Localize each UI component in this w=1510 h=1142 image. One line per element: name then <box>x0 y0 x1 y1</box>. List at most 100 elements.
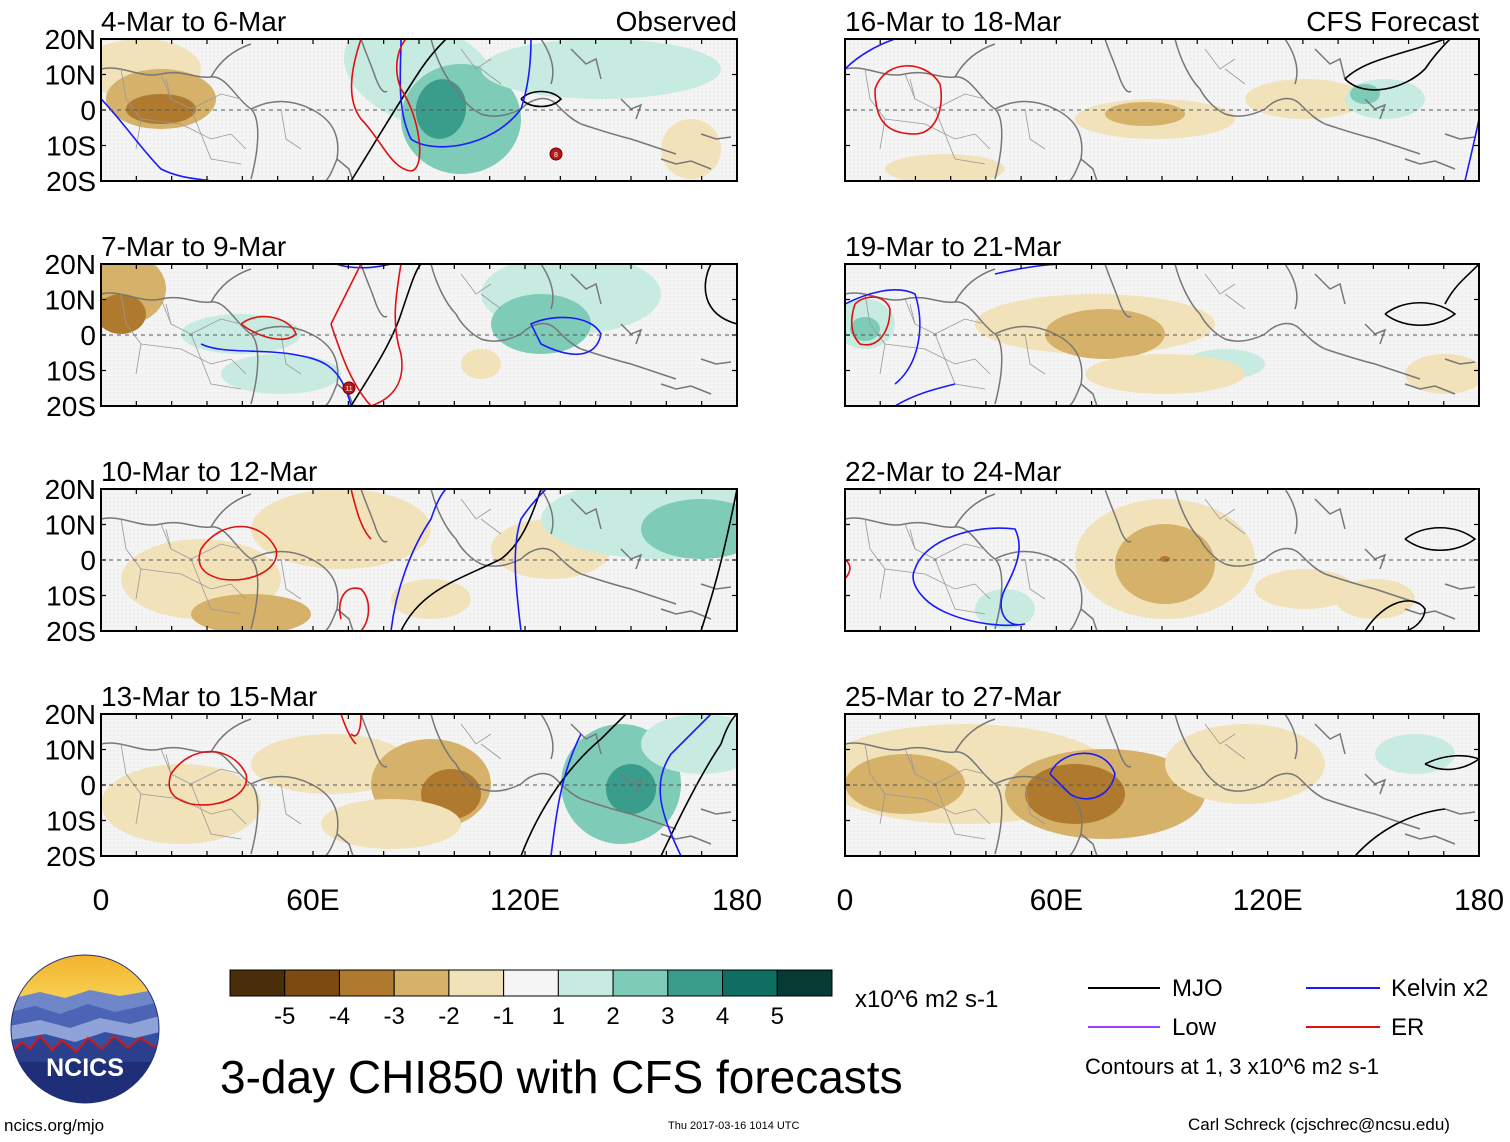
colorbar-swatch <box>393 969 450 997</box>
frame-ticks <box>844 713 1480 857</box>
lon-tick-label: 120E <box>1233 884 1303 917</box>
wave-contours <box>845 527 1477 631</box>
anomaly-shading <box>101 264 737 406</box>
colorbar-units: x10^6 m2 s-1 <box>855 986 999 1013</box>
colorbar-swatch <box>557 969 614 997</box>
coastlines <box>845 714 1476 856</box>
footer-source-link[interactable]: ncics.org/mjo <box>4 1116 105 1135</box>
lat-tick-label: 10N <box>45 735 96 766</box>
observed-label: Observed <box>616 6 737 37</box>
country-borders <box>120 723 502 840</box>
lon-tick-label: 60E <box>1030 884 1083 917</box>
panel-date-label: 16-Mar to 18-Mar <box>845 6 1061 37</box>
map-panel-R1: 19-Mar to 21-Mar <box>844 231 1480 407</box>
anomaly-shading <box>845 714 1479 856</box>
footer-timestamp: Thu 2017-03-16 1014 UTC <box>668 1120 800 1132</box>
storm-marker: 8 <box>549 147 563 161</box>
coastlines <box>101 264 732 406</box>
anomaly-shading <box>845 264 1479 406</box>
colorbar-tick-label: -3 <box>384 1003 405 1030</box>
panel-date-label: 4-Mar to 6-Mar <box>101 6 286 37</box>
frame-ticks <box>100 38 738 182</box>
colorbar-tick-label: -1 <box>493 1003 514 1030</box>
anomaly-shading <box>101 489 737 631</box>
frame-ticks <box>100 713 738 857</box>
legend-kelvin-label: Kelvin x2 <box>1391 975 1489 1002</box>
colorbar-swatch <box>776 969 833 997</box>
map-panel-R2: 22-Mar to 24-Mar <box>844 456 1480 632</box>
lat-tick-label: 0 <box>80 95 96 126</box>
legend-er-label: ER <box>1391 1014 1425 1041</box>
lat-tick-label: 0 <box>80 770 96 801</box>
map-panel-L1: 11 7-Mar to 9-Mar <box>100 231 738 407</box>
lat-tick-label: 20N <box>45 474 96 505</box>
panel-date-label: 10-Mar to 12-Mar <box>101 456 317 487</box>
coastlines <box>845 39 1476 181</box>
coastlines <box>101 489 732 631</box>
storm-marker: 11 <box>342 381 356 395</box>
colorbar-swatch <box>284 969 340 997</box>
frame-ticks <box>100 488 738 632</box>
lat-tick-label: 20S <box>46 166 96 197</box>
panel-date-label: 22-Mar to 24-Mar <box>845 456 1061 487</box>
storm-marker-label: 8 <box>554 152 558 159</box>
coastlines <box>845 489 1476 631</box>
legend-lines <box>1088 987 1380 1028</box>
coastlines <box>101 714 732 856</box>
country-borders <box>120 498 502 615</box>
lat-tick-label: 10N <box>45 285 96 316</box>
colorbar: -5 -4 -3 -2 -1 1 2 3 4 5 <box>229 969 833 1030</box>
country-borders <box>864 723 1246 840</box>
lat-tick-label: 10S <box>46 806 96 837</box>
frame-ticks <box>844 488 1480 632</box>
map-panel-L0: 8 4-Mar to 6-Mar Observed <box>100 6 738 182</box>
coastlines <box>101 39 732 181</box>
logo-text: NCICS <box>46 1054 124 1082</box>
anomaly-shading <box>845 39 1479 181</box>
colorbar-swatch <box>448 969 505 997</box>
map-panel-L3: 13-Mar to 15-Mar <box>100 681 738 857</box>
panel-date-label: 19-Mar to 21-Mar <box>845 231 1061 262</box>
lat-tick-label: 20N <box>45 24 96 55</box>
lat-tick-label: 20N <box>45 699 96 730</box>
lon-tick-label: 180 <box>712 884 762 917</box>
wave-contours <box>168 714 737 856</box>
wave-contours <box>200 264 737 406</box>
colorbar-tick-label: -5 <box>274 1003 295 1030</box>
panel-date-label: 13-Mar to 15-Mar <box>101 681 317 712</box>
storm-marker-label: 11 <box>345 386 352 393</box>
map-panel-R3: 25-Mar to 27-Mar <box>844 681 1480 857</box>
colorbar-tick-label: 3 <box>661 1003 674 1030</box>
colorbar-swatch <box>229 969 286 997</box>
map-panel-R0: 16-Mar to 18-Mar CFS Forecast <box>844 6 1480 182</box>
country-borders <box>864 273 1246 390</box>
lat-tick-label: 20S <box>46 616 96 647</box>
lat-tick-label: 0 <box>80 545 96 576</box>
legend-mjo-label: MJO <box>1172 975 1223 1002</box>
frame-ticks <box>100 263 738 407</box>
legend-contours-note: Contours at 1, 3 x10^6 m2 s-1 <box>1085 1054 1380 1079</box>
lat-tick-label: 20S <box>46 391 96 422</box>
colorbar-swatch <box>338 969 395 997</box>
ncics-logo: NCICS <box>10 954 160 1104</box>
colorbar-tick-label: 1 <box>552 1003 565 1030</box>
lon-tick-label: 0 <box>837 884 854 917</box>
figure-title: 3-day CHI850 with CFS forecasts <box>220 1051 903 1103</box>
lat-tick-label: 10N <box>45 60 96 91</box>
frame-ticks <box>844 263 1480 407</box>
legend-low-label: Low <box>1172 1014 1217 1041</box>
colorbar-tick-label: 5 <box>771 1003 784 1030</box>
wave-contours <box>845 39 1479 181</box>
colorbar-tick-label: -4 <box>329 1003 350 1030</box>
logo-emblem: NCICS <box>10 954 160 1104</box>
colorbar-tick-label: -2 <box>438 1003 459 1030</box>
country-borders <box>120 48 502 165</box>
country-borders <box>120 273 502 390</box>
colorbar-swatch <box>667 969 724 997</box>
colorbar-swatch <box>722 969 778 997</box>
lon-tick-label: 180 <box>1454 884 1504 917</box>
lat-tick-label: 10S <box>46 356 96 387</box>
cfs-forecast-label: CFS Forecast <box>1306 6 1479 37</box>
wave-contours <box>198 489 737 631</box>
anomaly-shading <box>845 489 1477 631</box>
